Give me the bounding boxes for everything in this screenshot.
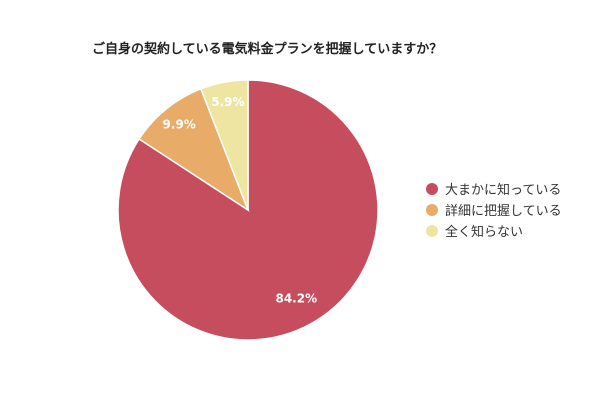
legend-swatch-icon	[426, 224, 438, 237]
legend: 大まかに知っている 詳細に把握している 全く知らない	[426, 178, 562, 241]
legend-swatch-icon	[426, 182, 438, 195]
legend-swatch-icon	[426, 203, 438, 216]
pie-slice-detailed	[138, 87, 250, 212]
legend-item-unknown[interactable]: 全く知らない	[426, 220, 562, 241]
legend-item-rough[interactable]: 大まかに知っている	[426, 178, 562, 199]
chart-title: ご自身の契約している電気料金プランを把握していますか？	[92, 42, 443, 57]
legend-item-detailed[interactable]: 詳細に把握している	[426, 199, 562, 220]
legend-label: 大まかに知っている	[445, 183, 562, 198]
slice-label-unknown: 5.9%	[211, 95, 244, 109]
legend-label: 全く知らない	[445, 225, 524, 240]
slice-label-detailed: 9.9%	[163, 118, 196, 132]
pie-slice-unknown	[199, 79, 249, 211]
legend-label: 詳細に把握している	[445, 204, 562, 219]
pie-slice-rough	[117, 79, 379, 341]
slice-label-rough: 84.2%	[275, 292, 317, 306]
